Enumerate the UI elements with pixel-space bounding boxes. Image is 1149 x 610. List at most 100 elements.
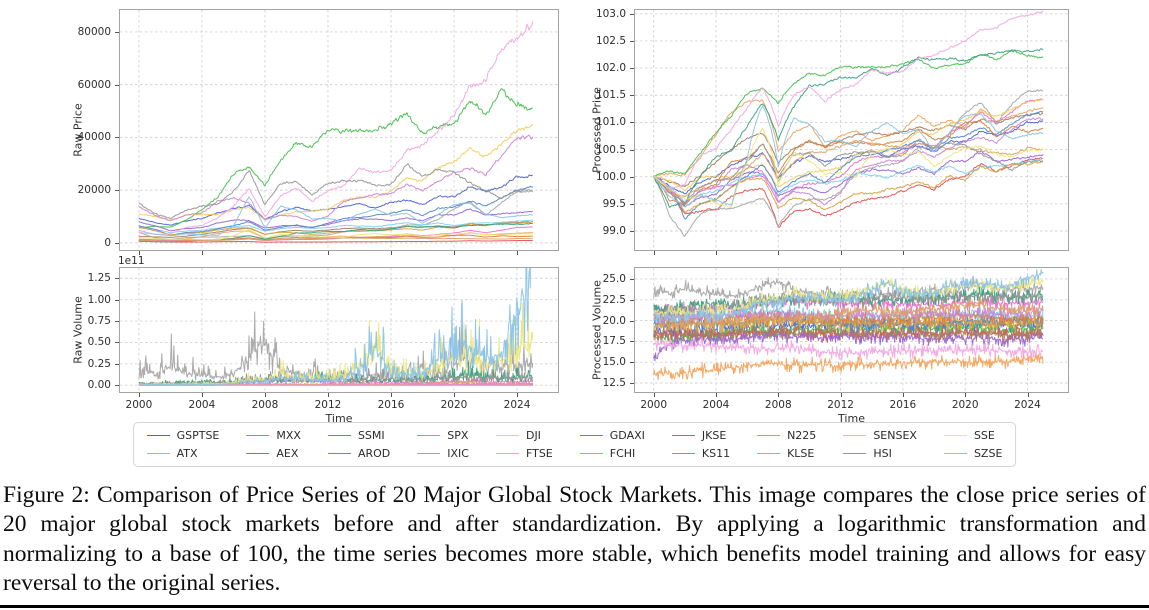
legend-label-SENSEX: SENSEX [873,429,917,442]
y-tick-label: 0.75 [87,315,111,328]
legend-label-SPX: SPX [447,429,469,442]
x-tick-mark [264,251,266,255]
y-tick-label: 99.5 [602,197,626,210]
y-tick-label: 103.0 [595,7,626,20]
legend-label-FTSE: FTSE [525,447,553,460]
y-tick-mark [630,278,634,280]
legend-line-swatch-KS11 [671,453,695,454]
legend-line-swatch-AEX [246,453,270,454]
y-tick-label: 0.50 [87,336,111,349]
x-tick-label: 2004 [188,399,216,411]
y-tick-label: 17.5 [602,335,626,348]
x-tick-mark [840,393,842,397]
y-tick-label: 40000 [77,131,111,144]
legend-line-swatch-SSMI [327,435,351,436]
x-tick-mark [902,251,904,255]
y-tick-mark [630,203,634,205]
legend-line-swatch-SZSE [943,453,967,454]
y-tick-mark [115,190,119,192]
bottom-rule [0,605,1149,608]
x-tick-label: 2012 [827,399,854,411]
y-tick-label: 0 [104,236,111,249]
legend-label-N225: N225 [787,429,817,442]
legend-label-SSMI: SSMI [357,429,385,442]
legend-label-AROD: AROD [357,447,391,460]
y-tick-mark [630,230,634,232]
y-tick-label: 60000 [77,78,111,91]
legend-item-N225: N225 [757,427,816,444]
y-tick-mark [115,342,119,344]
x-tick-mark [965,251,967,255]
y-tick-label: 25.0 [602,272,626,285]
y-tick-label: 15.0 [602,356,626,369]
legend-item-FCHI: FCHI [579,445,645,462]
y-tick-mark [630,383,634,384]
x-tick-label: 2004 [702,399,730,411]
legend-item-KLSE: KLSE [757,445,816,462]
y-tick-label: 101.0 [595,116,626,129]
legend-line-swatch-KLSE [757,453,781,454]
legend-line-swatch-GDAXI [579,435,603,436]
y-tick-label: 12.5 [602,377,626,389]
legend-item-KS11: KS11 [671,445,730,462]
y-tick-label: 0.00 [87,379,111,392]
y-tick-label: 20.0 [602,314,626,327]
y-tick-mark [630,13,634,15]
y-tick-mark [630,320,634,322]
x-tick-mark [201,393,203,397]
legend-label-HSI: HSI [873,447,892,460]
legend-label-MXX: MXX [276,429,301,442]
legend-line-swatch-N225 [757,435,781,436]
x-tick-label: 2000 [125,399,153,411]
y-tick-mark [115,84,119,86]
legend-item-AROD: AROD [327,445,391,462]
x-tick-label: 2012 [314,399,342,411]
x-tick-mark [1027,251,1029,255]
x-tick-label: 2024 [503,399,531,411]
y-tick-label: 22.5 [602,293,626,306]
legend-line-swatch-IXIC [417,453,441,454]
y-offset-text: 1e11 [118,255,145,267]
y-tick-mark [115,137,119,139]
x-tick-label: 2000 [640,399,668,411]
legend-line-swatch-GSPTSE [146,435,170,436]
x-tick-mark [138,251,140,255]
x-tick-mark [1027,393,1029,397]
ylabel-raw_volume: Raw Volume [71,296,85,364]
plot-canvas-processed_volume [635,268,1068,392]
x-tick-mark [517,251,519,255]
x-tick-label: 2016 [377,399,405,411]
legend-item-AEX: AEX [246,445,301,462]
y-tick-label: 80000 [77,25,111,38]
legend-line-swatch-ATX [146,453,170,454]
x-tick-mark [390,251,392,255]
legend-label-KLSE: KLSE [787,447,815,460]
legend-line-swatch-JKSE [671,435,695,436]
legend-line-swatch-SENSEX [843,435,867,436]
legend-item-SSE: SSE [943,427,1002,444]
legend-label-FCHI: FCHI [609,447,636,460]
ylabel-processed_volume: Processed Volume [590,280,604,380]
y-tick-label: 0.25 [87,357,111,370]
y-tick-label: 100.0 [595,170,626,183]
y-tick-label: 102.5 [595,34,626,47]
y-tick-mark [630,362,634,364]
ylabel-raw_price: Raw Price [71,103,85,157]
y-tick-label: 1.00 [87,293,111,306]
y-tick-mark [630,95,634,97]
x-tick-mark [965,393,967,397]
y-tick-mark [115,363,119,365]
legend-item-SENSEX: SENSEX [843,427,917,444]
x-tick-mark [778,393,780,397]
x-tick-label: 2020 [951,399,979,411]
x-tick-label: 2008 [764,399,792,411]
y-tick-mark [630,341,634,343]
x-tick-label: 2016 [889,399,917,411]
legend-label-DJI: DJI [525,429,541,442]
y-tick-mark [115,242,119,244]
x-tick-mark [454,251,455,255]
y-tick-label: 101.5 [595,89,626,102]
legend-label-SSE: SSE [973,429,995,442]
legend-item-FTSE: FTSE [495,445,553,462]
y-tick-mark [630,40,634,42]
